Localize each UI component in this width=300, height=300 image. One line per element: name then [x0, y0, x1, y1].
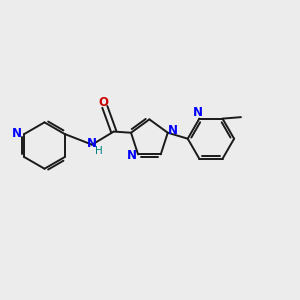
- Text: N: N: [193, 106, 203, 119]
- Text: N: N: [12, 127, 22, 140]
- Text: N: N: [127, 149, 137, 162]
- Text: O: O: [98, 96, 108, 109]
- Text: H: H: [95, 146, 103, 156]
- Text: N: N: [87, 137, 97, 150]
- Text: N: N: [168, 124, 178, 137]
